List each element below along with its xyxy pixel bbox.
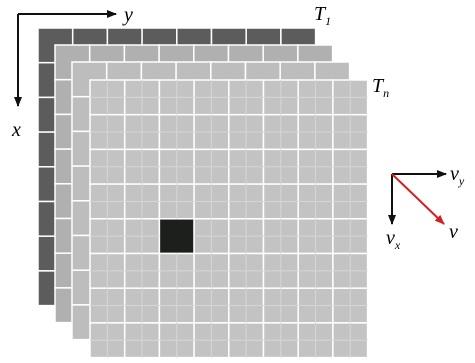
tn-label: Tn	[372, 75, 389, 100]
vx-label: vx	[386, 227, 401, 252]
t1-label: T1	[314, 3, 331, 28]
grid-cell	[159, 219, 194, 254]
vy-label: vy	[450, 163, 465, 188]
t1-sub: 1	[325, 14, 331, 28]
y-label: y	[122, 4, 133, 26]
tn-sub: n	[383, 86, 389, 100]
frame-stack	[38, 28, 368, 358]
v-label: v	[449, 221, 458, 243]
vy-sub: y	[458, 174, 465, 188]
vx-sub: x	[394, 238, 401, 252]
diagram: y x T1 Tn vy vx v	[0, 0, 475, 363]
v-arrow	[392, 174, 444, 224]
vx-main: v	[386, 227, 395, 249]
vy-main: v	[450, 163, 459, 185]
x-label: x	[11, 119, 21, 141]
